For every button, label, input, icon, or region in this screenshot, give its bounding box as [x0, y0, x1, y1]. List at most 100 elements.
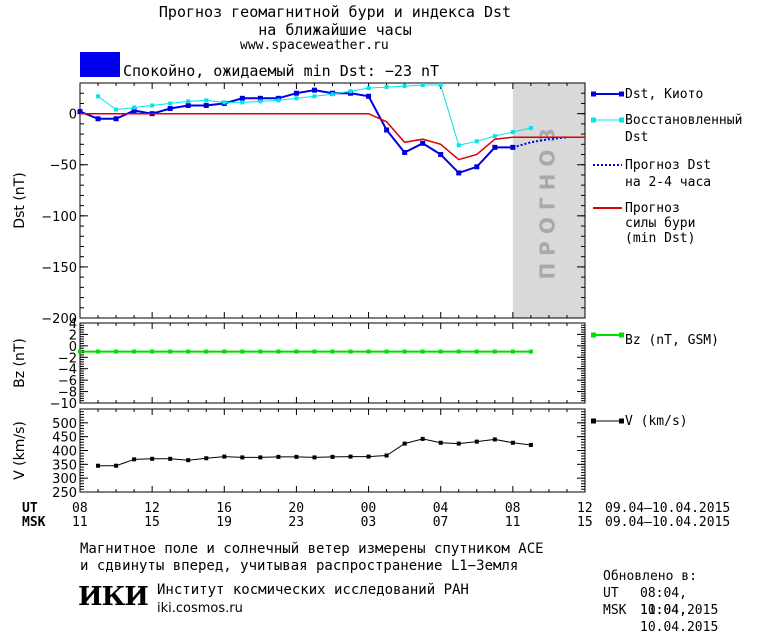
data-point: [366, 93, 372, 99]
data-point: [312, 94, 317, 99]
series-line: [80, 112, 585, 161]
series-line: [97, 84, 532, 146]
data-point: [276, 454, 281, 459]
ut-tick-label: 12: [144, 501, 160, 516]
data-point: [114, 463, 119, 468]
panel-frame: [79, 82, 586, 319]
legend-v: V (km/s): [625, 414, 688, 429]
data-point: [258, 455, 263, 460]
data-point: [95, 116, 101, 122]
data-point: [78, 349, 82, 354]
legend-line-bz-marker: [619, 332, 624, 338]
data-point: [456, 349, 461, 354]
y-tick-label: 400: [52, 445, 77, 460]
y-axis-label: V (km/s): [12, 421, 28, 480]
data-point: [384, 85, 389, 90]
data-point: [474, 164, 480, 170]
data-point: [222, 100, 227, 105]
y-tick-label: 300: [52, 472, 77, 487]
data-point: [384, 127, 390, 133]
footer-note-1: Магнитное поле и солнечный ветер измерен…: [80, 541, 544, 557]
title-line-1: Прогноз геомагнитной бури и индекса Dst: [158, 3, 512, 21]
panel-frame: [79, 408, 586, 493]
legend-line-v-marker: [619, 418, 624, 424]
y-tick-label: 500: [52, 417, 77, 432]
legend-line-dst-restored-marker: [619, 117, 624, 123]
status-color-box: [80, 52, 120, 77]
data-point: [293, 90, 299, 96]
y-tick-label: 4: [69, 317, 77, 332]
data-point: [150, 103, 155, 108]
data-point: [240, 349, 245, 354]
updated-msk-label: MSK: [603, 603, 627, 618]
y-tick-label: 450: [52, 431, 77, 446]
data-point: [474, 139, 479, 144]
data-point: [294, 96, 299, 101]
data-point: [456, 143, 461, 148]
data-point: [528, 125, 533, 130]
data-point: [528, 349, 533, 354]
status-text: Спокойно, ожидаемый min Dst: −23 nT: [123, 62, 440, 80]
data-point: [276, 349, 281, 354]
legend-line-v-marker: [591, 418, 596, 424]
y-tick-label: 350: [52, 458, 77, 473]
ut-tick-label: 20: [288, 501, 305, 516]
data-point: [185, 102, 191, 108]
data-point: [132, 349, 137, 354]
data-point: [492, 134, 497, 139]
data-point: [294, 454, 299, 459]
msk-range: 09.04–10.04.2015: [605, 515, 731, 530]
legend-line-bz-marker: [591, 332, 596, 338]
data-point: [258, 349, 263, 354]
ut-label: UT: [22, 501, 38, 516]
data-point: [275, 95, 281, 101]
y-tick-label: −150: [41, 261, 77, 276]
data-point: [438, 83, 443, 88]
data-point: [294, 349, 299, 354]
data-point: [366, 349, 371, 354]
iki-logo[interactable]: ИКИ: [78, 582, 149, 612]
data-point: [456, 170, 462, 176]
data-point: [420, 140, 426, 146]
data-point: [330, 454, 335, 459]
data-point: [257, 95, 263, 101]
data-point: [150, 456, 155, 461]
site-url[interactable]: www.spaceweather.ru: [240, 38, 389, 53]
institute-url[interactable]: iki.cosmos.ru: [157, 601, 243, 616]
legend-storm-2: силы бури: [625, 216, 696, 231]
data-point: [366, 86, 371, 91]
data-point: [312, 349, 317, 354]
data-point: [456, 441, 461, 446]
data-point: [402, 149, 408, 155]
data-point: [402, 84, 407, 89]
updated-ut-label: UT: [603, 586, 619, 601]
data-point: [510, 349, 515, 354]
data-point: [312, 455, 317, 460]
y-tick-label: −50: [50, 159, 77, 174]
data-point: [113, 116, 119, 122]
ut-range: 09.04–10.04.2015: [605, 501, 731, 516]
page-title: Прогноз геомагнитной бури и индекса Dst …: [100, 3, 570, 39]
y-axis-label: Dst (nT): [12, 172, 28, 228]
data-point: [114, 349, 119, 354]
data-point: [96, 463, 101, 468]
data-point: [330, 92, 335, 97]
legend-dst-restored-2: Dst: [625, 130, 649, 145]
legend-line-dst-kyoto-marker: [591, 91, 596, 97]
data-point: [239, 95, 245, 101]
data-point: [474, 349, 479, 354]
y-tick-label: 0: [69, 108, 77, 123]
y-tick-label: −6: [58, 374, 77, 389]
y-tick-label: 2: [69, 328, 77, 343]
data-point: [203, 102, 209, 108]
data-point: [114, 107, 119, 112]
msk-tick-label: 11: [72, 515, 88, 530]
ut-tick-label: 08: [504, 501, 521, 516]
data-point: [366, 454, 371, 459]
legend-storm-1: Прогноз: [625, 201, 680, 216]
series-line: [98, 438, 531, 467]
data-point: [168, 101, 173, 106]
y-tick-label: −100: [41, 210, 77, 225]
msk-tick-label: 07: [432, 515, 449, 530]
